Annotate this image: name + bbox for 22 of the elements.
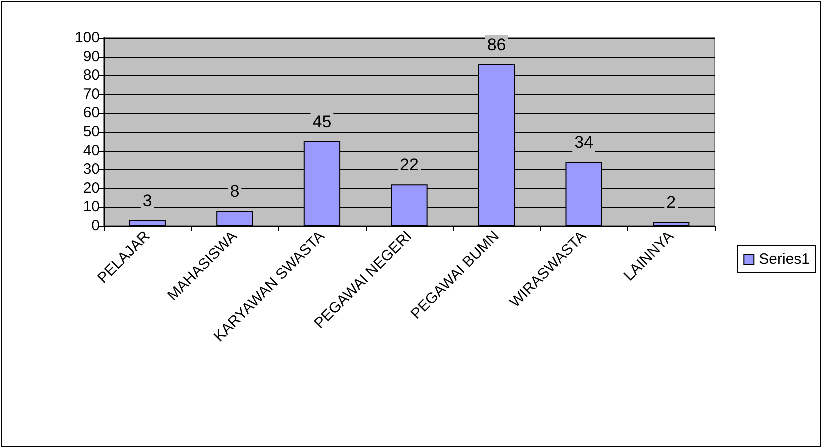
data-label: 3 [142, 191, 152, 210]
bar [216, 210, 254, 226]
data-label: 86 [487, 35, 506, 54]
y-tick-label: 90 [83, 48, 100, 66]
y-tick-label: 60 [83, 104, 100, 122]
data-label: 2 [666, 193, 676, 212]
bar [129, 220, 166, 226]
y-tick-label: 30 [83, 161, 100, 178]
y-tick-label: 20 [83, 180, 100, 197]
y-tick-label: 40 [83, 142, 100, 160]
y-tick-label: 10 [83, 198, 100, 216]
data-label: 45 [312, 112, 332, 132]
bar [653, 222, 690, 226]
data-label: 22 [400, 156, 419, 175]
y-tick-label: 80 [83, 67, 100, 84]
y-tick-label: 0 [92, 218, 100, 234]
data-label: 8 [230, 182, 240, 201]
y-tick-label: 50 [83, 124, 100, 140]
data-label: 34 [574, 133, 594, 152]
y-tick-label: 70 [83, 86, 100, 103]
y-tick-label: 100 [74, 30, 100, 46]
legend-label: Series1 [759, 251, 810, 268]
